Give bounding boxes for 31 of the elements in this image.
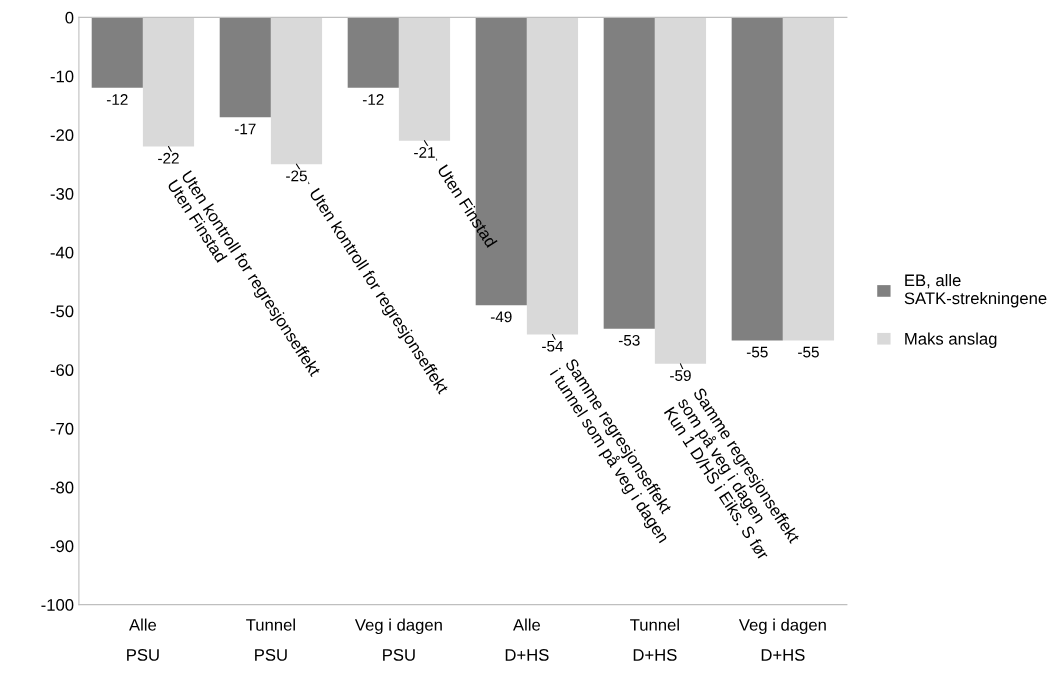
y-tick-label: -80 xyxy=(50,481,74,494)
legend-label: EB, alle SATK-strekningene xyxy=(904,274,1047,308)
y-tick-label: -50 xyxy=(50,305,74,318)
legend-label: Maks anslag xyxy=(905,332,997,349)
data-label: -12 xyxy=(362,94,384,105)
data-label: -53 xyxy=(618,334,640,346)
x-tick-label: Alle D+HS xyxy=(505,618,549,661)
y-tick-label: -60 xyxy=(50,364,74,376)
y-tick-label: -20 xyxy=(50,129,74,142)
x-tick-label: Veg i dagen PSU xyxy=(354,618,442,661)
y-tick-label: -100 xyxy=(41,599,74,611)
data-label: -54 xyxy=(542,340,564,352)
y-tick-label: 0 xyxy=(65,11,74,24)
y-tick-label: -30 xyxy=(50,187,74,200)
x-tick-label: Tunnel PSU xyxy=(246,618,295,661)
data-label: -22 xyxy=(158,152,179,164)
data-label: -55 xyxy=(798,346,819,358)
data-label: -17 xyxy=(234,123,256,135)
y-tick-label: -90 xyxy=(50,540,74,553)
y-tick-label: -70 xyxy=(50,422,74,435)
data-label: -49 xyxy=(490,311,512,323)
x-tick-label: Alle PSU xyxy=(127,618,159,661)
data-label: -21 xyxy=(414,146,435,158)
x-tick-label: Tunnel D+HS xyxy=(630,618,679,661)
x-tick-label: Veg i dagen D+HS xyxy=(738,618,826,661)
data-label: -55 xyxy=(746,346,768,358)
data-label: -59 xyxy=(670,370,691,381)
y-tick-label: -10 xyxy=(50,70,74,83)
data-label: -12 xyxy=(106,94,128,105)
data-label: -25 xyxy=(286,170,307,182)
y-tick-label: -40 xyxy=(50,246,74,259)
